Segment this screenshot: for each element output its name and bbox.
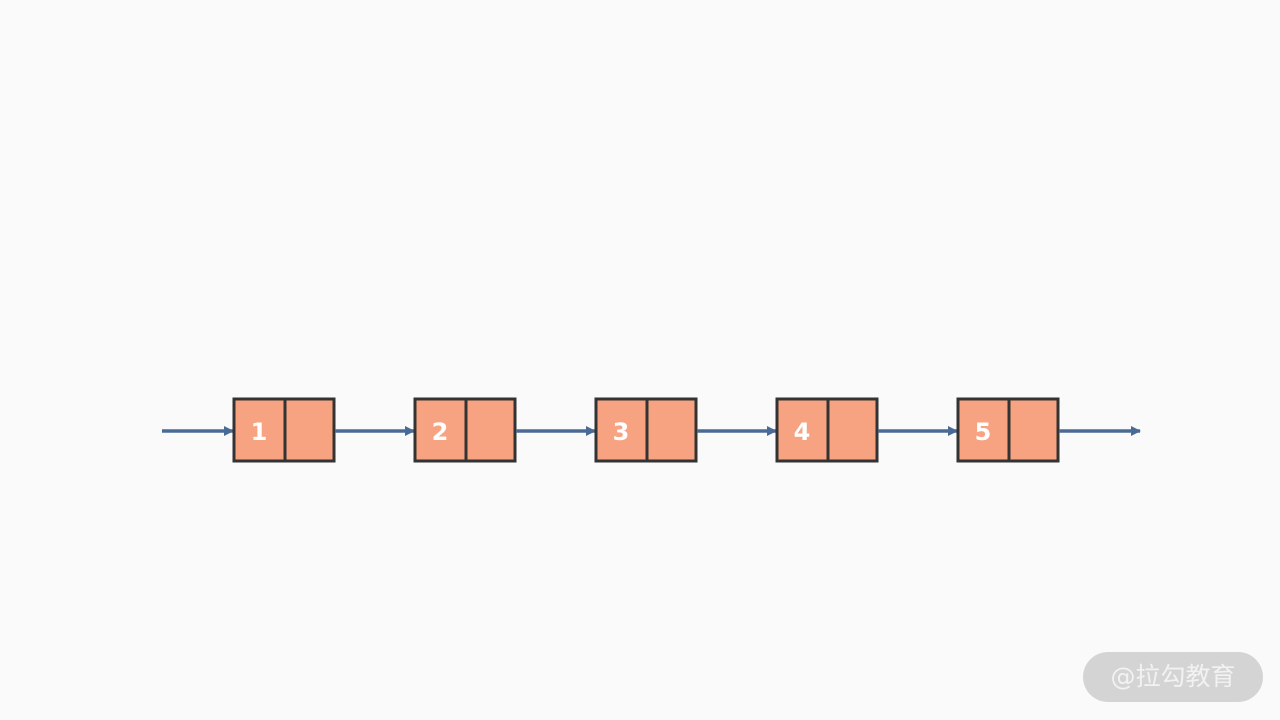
watermark-logo: @拉勾教育	[1083, 652, 1263, 702]
node-value: 1	[251, 418, 268, 446]
node-value: 4	[794, 418, 811, 446]
node-value: 5	[975, 418, 992, 446]
node-value: 2	[432, 418, 449, 446]
node-value: 3	[613, 418, 630, 446]
